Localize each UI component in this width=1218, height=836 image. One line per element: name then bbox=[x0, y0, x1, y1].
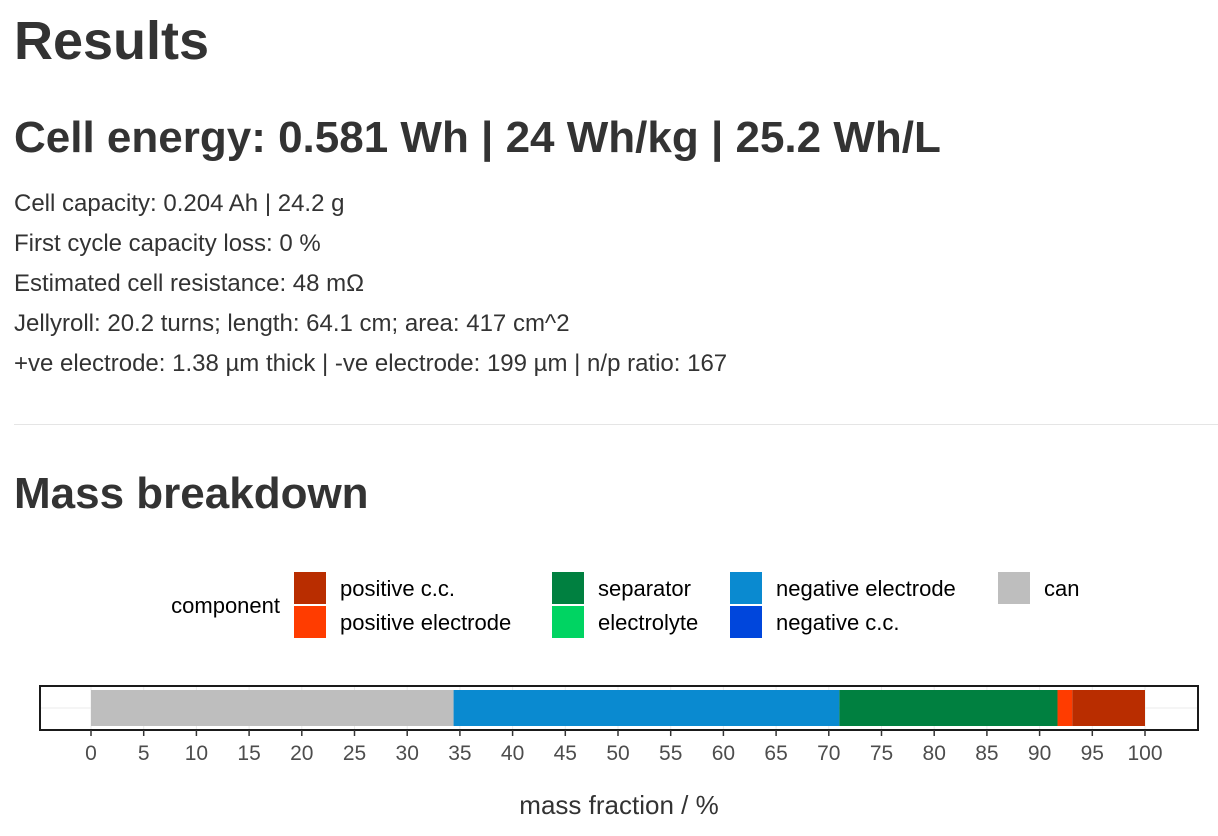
bar-segment-positive-c-c bbox=[1072, 690, 1145, 726]
x-tick-label: 45 bbox=[554, 742, 577, 765]
legend-label-positive-c-c: positive c.c. bbox=[340, 576, 455, 601]
x-tick-label: 30 bbox=[396, 742, 419, 765]
panel-border bbox=[39, 685, 1199, 731]
x-tick-label: 70 bbox=[817, 742, 840, 765]
legend-key-separator bbox=[552, 572, 584, 604]
stat-cell-resistance: Estimated cell resistance: 48 mΩ bbox=[14, 270, 365, 297]
chart-legend: component positive c.c. positive electrode… bbox=[171, 572, 1079, 638]
x-axis: 0 5 10 15 20 25 30 35 40 45 50 55 60 65 70 75 80 85 90 95 10… bbox=[85, 730, 1163, 820]
x-tick-label: 20 bbox=[290, 742, 313, 765]
x-tick-label: 55 bbox=[659, 742, 682, 765]
legend-key-electrolyte bbox=[552, 606, 584, 638]
x-tick-label: 100 bbox=[1127, 742, 1162, 765]
x-tick-label: 40 bbox=[501, 742, 524, 765]
x-tick-label: 10 bbox=[185, 742, 208, 765]
mass-breakdown-chart: component positive c.c. positive electrode… bbox=[39, 572, 1199, 820]
cell-energy-heading: Cell energy: 0.581 Wh | 24 Wh/kg | 25.2 … bbox=[14, 113, 941, 162]
bar-segment-can bbox=[91, 690, 454, 726]
bar-segment-separator bbox=[839, 690, 1058, 726]
legend-key-can bbox=[998, 572, 1030, 604]
x-tick-label: 85 bbox=[975, 742, 998, 765]
x-tick-label: 65 bbox=[764, 742, 787, 765]
stat-electrodes: +ve electrode: 1.38 µm thick | -ve elect… bbox=[14, 350, 728, 377]
x-tick-label: 5 bbox=[138, 742, 150, 765]
divider bbox=[14, 424, 1218, 425]
x-tick-label: 50 bbox=[606, 742, 629, 765]
stats-list: Cell capacity: 0.204 Ah | 24.2 g First c… bbox=[14, 184, 727, 384]
bar-segment-positive-electrode bbox=[1057, 690, 1073, 726]
x-tick-label: 75 bbox=[870, 742, 893, 765]
x-tick-label: 35 bbox=[448, 742, 471, 765]
x-tick-label: 80 bbox=[923, 742, 946, 765]
bar-segment-negative-electrode bbox=[453, 690, 840, 726]
x-tick-label: 60 bbox=[712, 742, 735, 765]
legend-label-can: can bbox=[1044, 576, 1079, 601]
chart-plot-area bbox=[39, 685, 1199, 731]
page-title: Results bbox=[14, 11, 210, 71]
x-tick-label: 95 bbox=[1081, 742, 1104, 765]
x-axis-title: mass fraction / % bbox=[519, 790, 718, 820]
legend-label-negative-electrode: negative electrode bbox=[776, 576, 956, 601]
legend-key-negative-c-c bbox=[730, 606, 762, 638]
legend-label-electrolyte: electrolyte bbox=[598, 610, 698, 635]
x-tick-label: 25 bbox=[343, 742, 366, 765]
legend-key-negative-electrode bbox=[730, 572, 762, 604]
stat-capacity-loss: First cycle capacity loss: 0 % bbox=[14, 230, 321, 257]
legend-label-negative-c-c: negative c.c. bbox=[776, 610, 900, 635]
x-tick-label: 15 bbox=[237, 742, 260, 765]
legend-title: component bbox=[171, 593, 280, 618]
mass-breakdown-heading: Mass breakdown bbox=[14, 469, 369, 518]
legend-key-positive-c-c bbox=[294, 572, 326, 604]
legend-label-positive-electrode: positive electrode bbox=[340, 610, 511, 635]
legend-label-separator: separator bbox=[598, 576, 691, 601]
legend-key-positive-electrode bbox=[294, 606, 326, 638]
x-tick-label: 0 bbox=[85, 742, 97, 765]
stat-jellyroll: Jellyroll: 20.2 turns; length: 64.1 cm; … bbox=[14, 310, 570, 337]
stat-cell-capacity: Cell capacity: 0.204 Ah | 24.2 g bbox=[14, 190, 345, 217]
x-tick-label: 90 bbox=[1028, 742, 1051, 765]
